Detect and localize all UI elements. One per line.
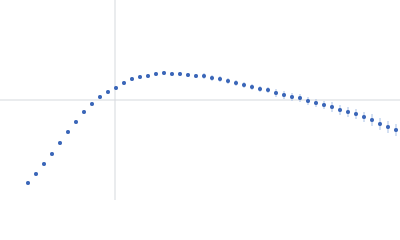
point	[282, 93, 286, 97]
point	[362, 115, 366, 119]
point	[106, 90, 110, 94]
point	[170, 72, 174, 76]
point	[82, 110, 86, 114]
point	[122, 81, 126, 85]
point	[290, 95, 294, 99]
point	[242, 83, 246, 87]
point	[258, 87, 262, 91]
point	[98, 95, 102, 99]
point	[154, 72, 158, 76]
point	[74, 120, 78, 124]
point	[378, 122, 382, 126]
point	[146, 74, 150, 78]
point	[234, 81, 238, 85]
point	[26, 181, 30, 185]
point	[226, 79, 230, 83]
point	[42, 162, 46, 166]
point	[250, 85, 254, 89]
point	[178, 72, 182, 76]
point	[130, 77, 134, 81]
point	[266, 88, 270, 92]
point	[202, 74, 206, 78]
point	[186, 73, 190, 77]
point	[298, 96, 302, 100]
point	[370, 118, 374, 122]
point	[138, 75, 142, 79]
point	[114, 86, 118, 90]
point	[314, 101, 318, 105]
point	[194, 74, 198, 78]
point	[338, 108, 342, 112]
point	[322, 103, 326, 107]
point	[354, 112, 358, 116]
point	[346, 110, 350, 114]
point	[162, 71, 166, 75]
chart	[0, 0, 400, 200]
point	[66, 130, 70, 134]
point	[210, 76, 214, 80]
point	[50, 152, 54, 156]
point	[34, 172, 38, 176]
point	[394, 128, 398, 132]
point	[274, 91, 278, 95]
point	[306, 99, 310, 103]
point	[58, 141, 62, 145]
point	[386, 125, 390, 129]
point	[90, 102, 94, 106]
point	[330, 105, 334, 109]
point	[218, 77, 222, 81]
